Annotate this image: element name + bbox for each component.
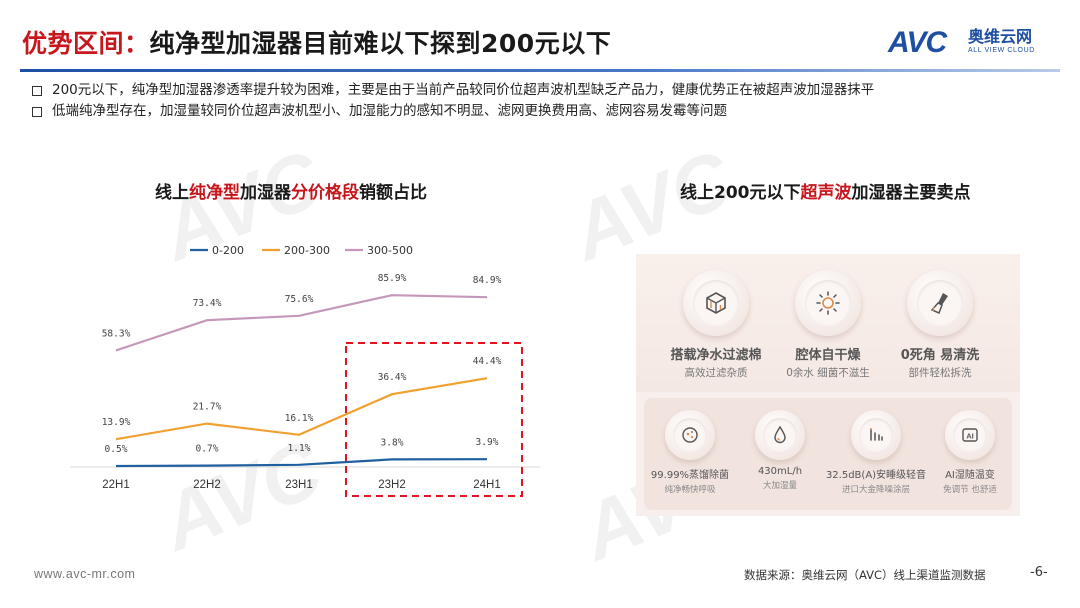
logo-mark: AVC xyxy=(888,26,947,59)
brush-clean-icon xyxy=(930,293,948,314)
series-line-0-200 xyxy=(115,458,488,468)
footer-url: www.avc-mr.com xyxy=(34,567,136,581)
cube-filter-icon xyxy=(706,292,726,314)
data-label: 16.1% xyxy=(285,413,314,424)
data-label: 0.7% xyxy=(196,444,219,455)
series-line-300-500 xyxy=(115,294,488,352)
svg-text:AI: AI xyxy=(966,432,974,441)
data-label: 21.7% xyxy=(193,402,222,413)
feature-item: 32.5dB(A)安睡级轻音 进口大金降噪涂层 xyxy=(824,410,928,495)
feature-panel: 搭载净水过滤棉 高效过滤杂质 腔体自干燥 0余水 细菌不滋生 xyxy=(636,254,1020,516)
series-line-200-300 xyxy=(115,377,488,441)
logo-en: ALL VIEW CLOUD xyxy=(968,47,1035,54)
data-label: 3.9% xyxy=(476,437,499,448)
feature-item: 430mL/h 大加湿量 xyxy=(736,410,824,491)
water-drop-icon xyxy=(774,425,786,444)
data-label: 85.9% xyxy=(378,273,407,284)
logo-cn: 奥维云网 xyxy=(968,27,1033,46)
x-tick-label: 24H1 xyxy=(473,479,501,491)
header-divider xyxy=(20,69,1060,72)
bullet-item: 低端纯净型存在，加湿量较同价位超声波机型小、加湿能力的感知不明显、滤网更换费用高… xyxy=(32,101,874,122)
data-label: 36.4% xyxy=(378,372,407,383)
feature-item: 腔体自干燥 0余水 细菌不滋生 xyxy=(772,270,884,380)
right-panel-title: 线上200元以下超声波加湿器主要卖点 xyxy=(680,183,971,203)
data-label: 3.8% xyxy=(381,437,404,448)
page-number: -6- xyxy=(1030,565,1048,580)
feature-item: 搭载净水过滤棉 高效过滤杂质 xyxy=(660,270,772,380)
left-chart-title: 线上纯净型加湿器分价格段销额占比 xyxy=(155,183,427,203)
legend-label: 0-200 xyxy=(212,244,244,257)
x-tick-label: 22H1 xyxy=(102,479,130,491)
data-label: 13.9% xyxy=(102,417,131,428)
data-label: 73.4% xyxy=(193,298,222,309)
data-label: 58.3% xyxy=(102,328,131,339)
data-source-note: 数据来源：奥维云网（AVC）线上渠道监测数据 xyxy=(744,568,986,582)
sound-bars-icon xyxy=(870,428,883,441)
highlight-box xyxy=(345,342,523,497)
price-share-line-chart: 0-200 200-300 300-500 0.5% 0.7% 1.1% 3.8% 3.9% 1… xyxy=(70,244,540,497)
x-tick-label: 22H2 xyxy=(193,479,221,491)
feature-item: AI AI湿随温变 免调节 也舒适 xyxy=(928,410,1012,495)
data-label: 75.6% xyxy=(285,294,314,305)
data-label: 1.1% xyxy=(288,443,311,454)
x-tick-label: 23H2 xyxy=(378,479,406,491)
sun-dry-icon xyxy=(816,291,840,315)
legend-label: 200-300 xyxy=(284,244,330,257)
feature-item: 0死角 易清洗 部件轻松拆洗 xyxy=(884,270,996,380)
bullet-item: 200元以下，纯净型加湿器渗透率提升较为困难，主要是由于当前产品较同价位超声波机… xyxy=(32,80,874,101)
data-label: 44.4% xyxy=(473,356,502,367)
page-title: 优势区间：纯净型加湿器目前难以下探到200元以下 xyxy=(22,29,612,58)
feature-top-row: 搭载净水过滤棉 高效过滤杂质 腔体自干燥 0余水 细菌不滋生 xyxy=(636,254,1020,392)
data-label: 0.5% xyxy=(105,444,128,455)
sterilize-icon xyxy=(682,427,698,443)
bullet-list: 200元以下，纯净型加湿器渗透率提升较为困难，主要是由于当前产品较同价位超声波机… xyxy=(32,80,874,122)
legend-label: 300-500 xyxy=(367,244,413,257)
x-tick-label: 23H1 xyxy=(285,479,313,491)
feature-item: 99.99%蒸馏除菌 纯净畅快呼吸 xyxy=(646,410,734,495)
square-bullet-icon xyxy=(32,85,42,96)
ai-chip-icon: AI xyxy=(962,428,978,442)
feature-bottom-row: 99.99%蒸馏除菌 纯净畅快呼吸 430mL/h 大加湿量 xyxy=(644,398,1012,510)
brand-logo: AVC 奥维云网 ALL VIEW CLOUD xyxy=(888,26,1058,60)
square-bullet-icon xyxy=(32,106,42,117)
data-label: 84.9% xyxy=(473,275,502,286)
